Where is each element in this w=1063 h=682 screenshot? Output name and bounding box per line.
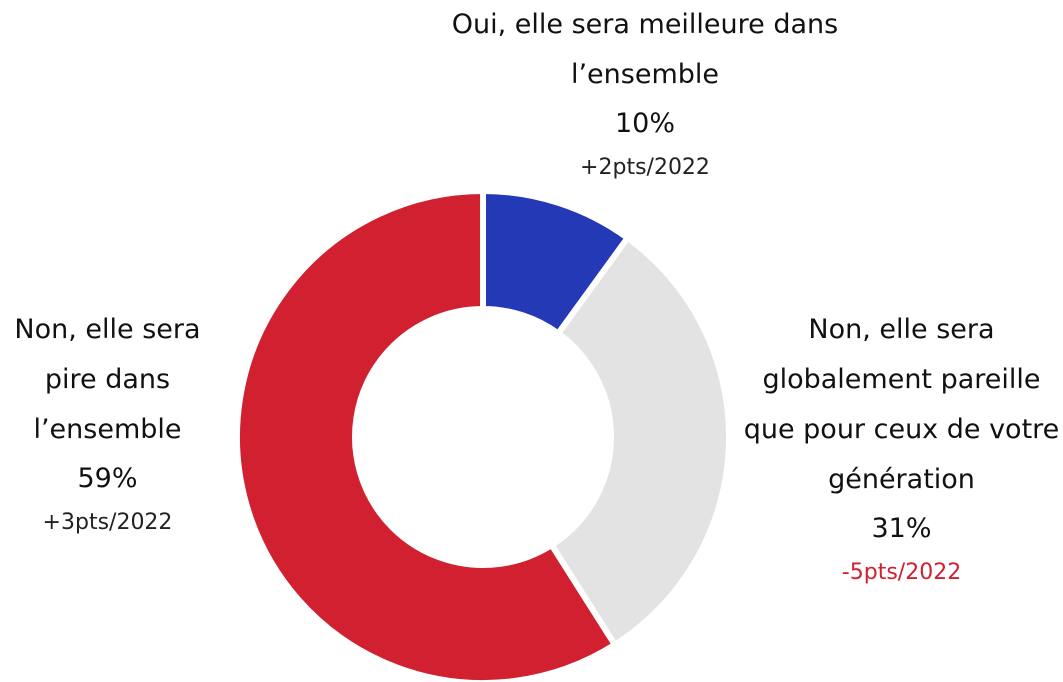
category-label: Non, elle sera pire dans l’ensemble xyxy=(14,314,201,445)
value-label: 10% xyxy=(614,108,675,139)
change-label: -5pts/2022 xyxy=(841,560,962,585)
change-label: +3pts/2022 xyxy=(42,510,173,535)
value-label: 31% xyxy=(871,513,932,544)
category-label: Oui, elle sera meilleure dans l’ensemble xyxy=(451,9,839,90)
slice-label: Non, elle sera pire dans l’ensemble 59% +3… xyxy=(0,305,215,543)
slice xyxy=(234,187,619,682)
slice-label: Non, elle sera globalement pareille que … xyxy=(740,305,1063,593)
slice xyxy=(547,233,732,649)
slice-label: Oui, elle sera meilleure dans l’ensemble… xyxy=(445,0,845,188)
category-label: Non, elle sera globalement pareille que … xyxy=(743,314,1060,495)
change-label: +2pts/2022 xyxy=(580,155,710,180)
value-label: 59% xyxy=(77,463,138,494)
